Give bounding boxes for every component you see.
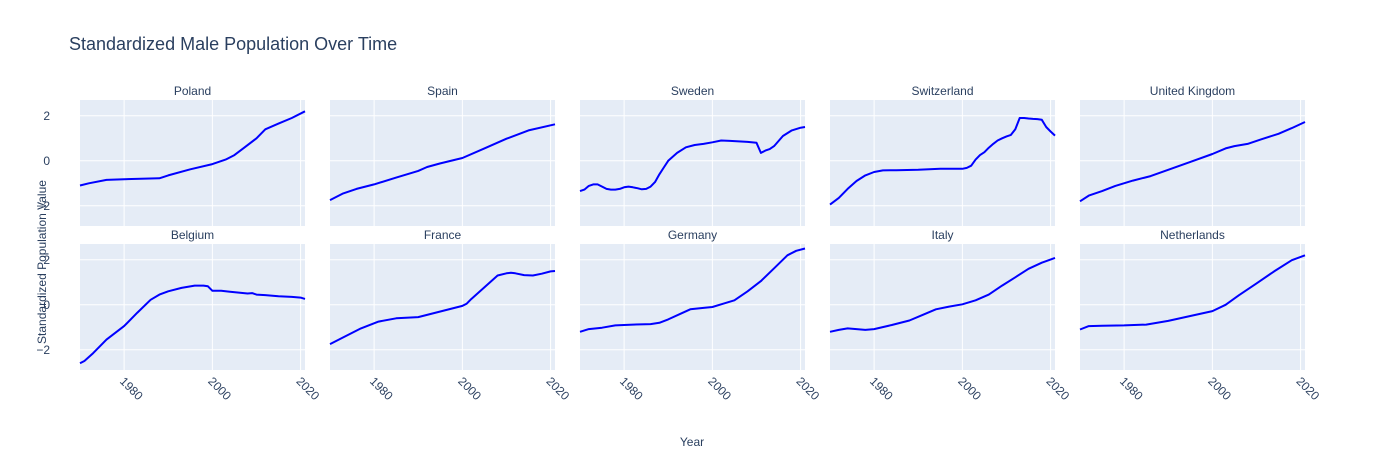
x-tick-label: 2020	[293, 374, 322, 403]
panel-title: Germany	[668, 228, 717, 242]
series-line-belgium	[79, 284, 306, 365]
series-line-poland	[79, 110, 306, 187]
y-tick-label: 0	[43, 298, 50, 312]
panel-background	[580, 244, 805, 370]
series-line-switzerland	[829, 117, 1056, 206]
panel-title: Spain	[427, 84, 458, 98]
y-tick-label: 0	[43, 154, 50, 168]
panel-title: Netherlands	[1160, 228, 1225, 242]
panel-background	[1080, 244, 1305, 370]
series-line-germany	[579, 247, 806, 333]
panel-title: Switzerland	[911, 84, 973, 98]
x-tick-label: 2000	[955, 374, 984, 403]
panel-belgium: Belgium −2 0 2 1980 2000 2020	[36, 228, 322, 403]
panel-switzerland: Switzerland	[829, 84, 1056, 226]
x-tick-label: 2000	[1205, 374, 1234, 403]
panel-italy: Italy 1980 2000 2020	[829, 228, 1072, 403]
x-tick-label: 2000	[205, 374, 234, 403]
panel-netherlands: Netherlands 1980 2000 2020	[1079, 228, 1322, 403]
y-tick-label: 2	[43, 109, 50, 123]
panel-background	[80, 244, 305, 370]
y-tick-label: 2	[43, 253, 50, 267]
series-line-netherlands	[1079, 254, 1306, 331]
x-tick-label: 1980	[617, 374, 646, 403]
panel-title: Belgium	[171, 228, 214, 242]
panel-title: Poland	[174, 84, 211, 98]
x-tick-label: 1980	[367, 374, 396, 403]
x-tick-label: 2000	[455, 374, 484, 403]
x-tick-label: 2020	[1293, 374, 1322, 403]
panel-title: France	[424, 228, 462, 242]
panel-germany: Germany 1980 2000 2020	[579, 228, 822, 403]
panel-background	[1080, 100, 1305, 226]
panel-france: France 1980 2000 2020	[329, 228, 572, 403]
panel-title: Italy	[931, 228, 953, 242]
facet-panels: Poland −2 0 2 Spain Sweden Switzerland United K…	[36, 84, 1322, 403]
panel-background	[580, 100, 805, 226]
series-line-italy	[829, 256, 1056, 333]
panel-title: Sweden	[671, 84, 714, 98]
panel-background	[80, 100, 305, 226]
x-tick-label: 2020	[1043, 374, 1072, 403]
panel-united-kingdom: United Kingdom	[1079, 84, 1306, 226]
series-line-united-kingdom	[1079, 121, 1306, 203]
x-tick-label: 2000	[705, 374, 734, 403]
x-tick-label: 1980	[1117, 374, 1146, 403]
x-axis-title: Year	[680, 435, 704, 449]
panel-spain: Spain	[329, 84, 556, 226]
y-axis-title: Standardized Population Value	[35, 180, 49, 344]
panel-background	[330, 244, 555, 370]
y-tick-label: −2	[36, 199, 50, 213]
series-line-sweden	[579, 126, 806, 193]
chart-title: Standardized Male Population Over Time	[69, 34, 397, 54]
x-tick-label: 2020	[793, 374, 822, 403]
x-tick-label: 1980	[117, 374, 146, 403]
series-line-france	[329, 270, 556, 345]
x-tick-label: 1980	[867, 374, 896, 403]
series-line-spain	[329, 123, 556, 201]
panel-title: United Kingdom	[1150, 84, 1235, 98]
y-tick-label: −2	[36, 343, 50, 357]
x-tick-label: 2020	[543, 374, 572, 403]
panel-poland: Poland −2 0 2	[36, 84, 306, 226]
panel-sweden: Sweden	[579, 84, 806, 226]
